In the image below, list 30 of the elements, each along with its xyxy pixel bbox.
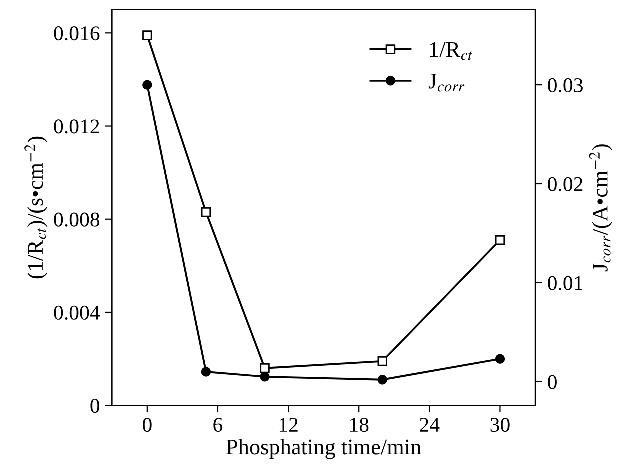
y-axis-title: (1/R$_{ct}$)/(s•cm$^{−2}$)	[24, 136, 48, 279]
x-tick-label: 30	[490, 418, 510, 432]
point	[378, 375, 388, 385]
x-tick-label: 18	[350, 418, 369, 432]
y-tick-label: 0	[90, 398, 100, 414]
y2-tick-label: 0.03	[548, 78, 583, 93]
y2-tick-label: 0.02	[548, 177, 583, 192]
legend-label: J$_{corr}$	[428, 74, 465, 92]
y-tick-label: 0.016	[54, 26, 100, 41]
point	[495, 235, 506, 246]
x-tick-label: 6	[214, 418, 223, 432]
x-tick-label: 24	[420, 418, 440, 432]
point	[260, 372, 270, 382]
y-tick-label: 0.004	[54, 306, 100, 320]
x-tick-label: 0	[143, 418, 152, 432]
point	[201, 367, 212, 377]
y2-tick-label: 0	[548, 375, 557, 390]
point	[142, 30, 152, 40]
x-axis-title: Phosphating time/min	[226, 439, 422, 460]
point	[378, 356, 388, 366]
legend-label: 1/R$_{ct}$	[430, 42, 472, 60]
point	[201, 208, 212, 218]
point	[142, 80, 152, 90]
y2-axis-title: J$_{corr}$/(A•cm$^{−2}$)	[589, 144, 612, 272]
x-tick-label: 12	[280, 418, 298, 432]
point	[260, 364, 270, 374]
point	[495, 354, 506, 364]
y-tick-label: 0.008	[54, 212, 100, 227]
y2-tick-label: 0.01	[548, 276, 583, 290]
y-tick-label: 0.012	[54, 120, 100, 134]
